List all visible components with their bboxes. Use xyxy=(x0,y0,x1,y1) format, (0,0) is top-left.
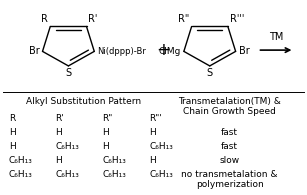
Text: R": R" xyxy=(178,13,190,24)
Text: S: S xyxy=(207,68,213,78)
Text: C₆H₁₃: C₆H₁₃ xyxy=(56,170,79,179)
Text: H: H xyxy=(149,128,156,137)
Text: H: H xyxy=(102,142,109,151)
Text: Alkyl Substitution Pattern: Alkyl Substitution Pattern xyxy=(26,97,142,105)
Text: fast: fast xyxy=(221,128,238,137)
Text: H: H xyxy=(56,156,62,165)
Text: R''': R''' xyxy=(230,13,244,24)
Text: Br: Br xyxy=(239,46,249,56)
Text: C₆H₁₃: C₆H₁₃ xyxy=(9,156,33,165)
Text: C₆H₁₃: C₆H₁₃ xyxy=(9,170,33,179)
Text: R: R xyxy=(41,13,48,24)
Text: H: H xyxy=(9,142,15,151)
Text: Ni(dppp)-Br: Ni(dppp)-Br xyxy=(97,47,146,56)
Text: Br: Br xyxy=(29,46,40,56)
Text: slow: slow xyxy=(220,156,240,165)
Text: H: H xyxy=(102,128,109,137)
Text: S: S xyxy=(65,68,72,78)
Text: fast: fast xyxy=(221,142,238,151)
Text: C₆H₁₃: C₆H₁₃ xyxy=(149,142,173,151)
Text: R': R' xyxy=(56,114,64,123)
Text: H: H xyxy=(9,128,15,137)
Text: R': R' xyxy=(88,13,98,24)
Text: ClMg: ClMg xyxy=(158,47,181,56)
Text: H: H xyxy=(149,156,156,165)
Text: C₆H₁₃: C₆H₁₃ xyxy=(56,142,79,151)
Text: R"': R"' xyxy=(149,114,162,123)
Text: C₆H₁₃: C₆H₁₃ xyxy=(102,156,126,165)
Text: Transmetalation(TM) &
Chain Growth Speed: Transmetalation(TM) & Chain Growth Speed xyxy=(178,97,281,116)
Text: R: R xyxy=(9,114,15,123)
Text: TM: TM xyxy=(269,32,283,42)
Text: no transmetalation &
polymerization: no transmetalation & polymerization xyxy=(181,170,278,189)
Text: R": R" xyxy=(102,114,113,123)
Text: H: H xyxy=(56,128,62,137)
Text: C₆H₁₃: C₆H₁₃ xyxy=(149,170,173,179)
Text: C₆H₁₃: C₆H₁₃ xyxy=(102,170,126,179)
Text: +: + xyxy=(156,41,170,59)
